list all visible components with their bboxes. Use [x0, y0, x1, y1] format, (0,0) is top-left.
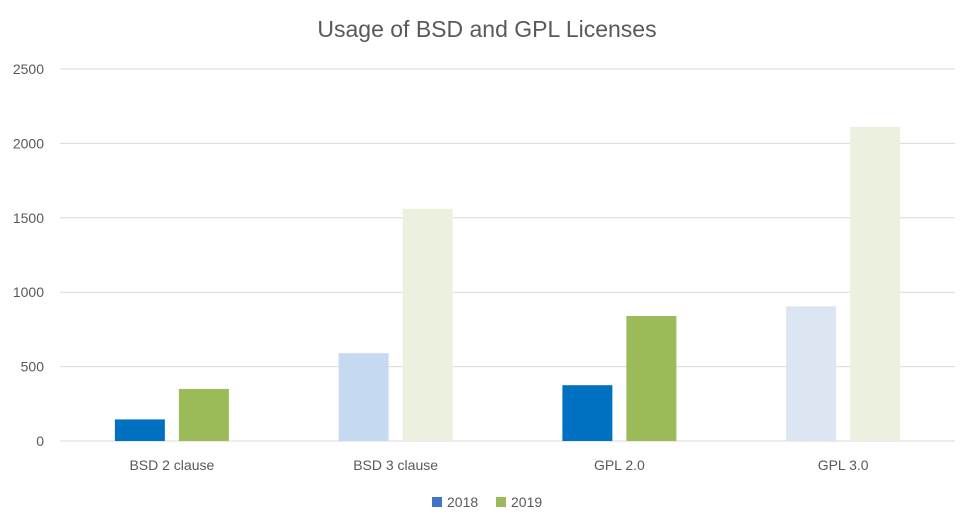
bar-2018-bsd-3-clause: [338, 353, 389, 441]
legend-label-2018: 2018: [447, 494, 478, 510]
legend: 2018 2019: [432, 494, 542, 510]
bar-2019-bsd-2-clause: [178, 388, 229, 441]
bar-2019-gpl-3-0: [850, 127, 901, 442]
legend-label-2019: 2019: [511, 494, 542, 510]
bar-2018-gpl-3-0: [786, 306, 837, 441]
x-tick-label: GPL 3.0: [818, 457, 869, 473]
y-tick-label: 2000: [13, 135, 44, 151]
y-tick-label: 500: [21, 359, 45, 375]
legend-swatch-2019: [496, 497, 506, 507]
x-tick-label: GPL 2.0: [594, 457, 645, 473]
y-tick-label: 2500: [13, 61, 44, 77]
x-tick-label: BSD 3 clause: [353, 457, 438, 473]
bar-2018-bsd-2-clause: [114, 419, 165, 441]
chart-title: Usage of BSD and GPL Licenses: [317, 16, 656, 42]
x-tick-label: BSD 2 clause: [129, 457, 214, 473]
bar-2019-bsd-3-clause: [402, 208, 453, 441]
y-tick-label: 0: [36, 433, 44, 449]
bar-2019-gpl-2-0: [626, 316, 677, 441]
bar-2018-gpl-2-0: [562, 385, 613, 441]
y-tick-label: 1000: [13, 284, 44, 300]
bars: [114, 127, 901, 442]
legend-swatch-2018: [432, 497, 442, 507]
y-axis-ticks: 0 500 1000 1500 2000 2500: [13, 61, 44, 449]
y-tick-label: 1500: [13, 210, 44, 226]
x-axis-ticks: BSD 2 clause BSD 3 clause GPL 2.0 GPL 3.0: [129, 457, 868, 473]
